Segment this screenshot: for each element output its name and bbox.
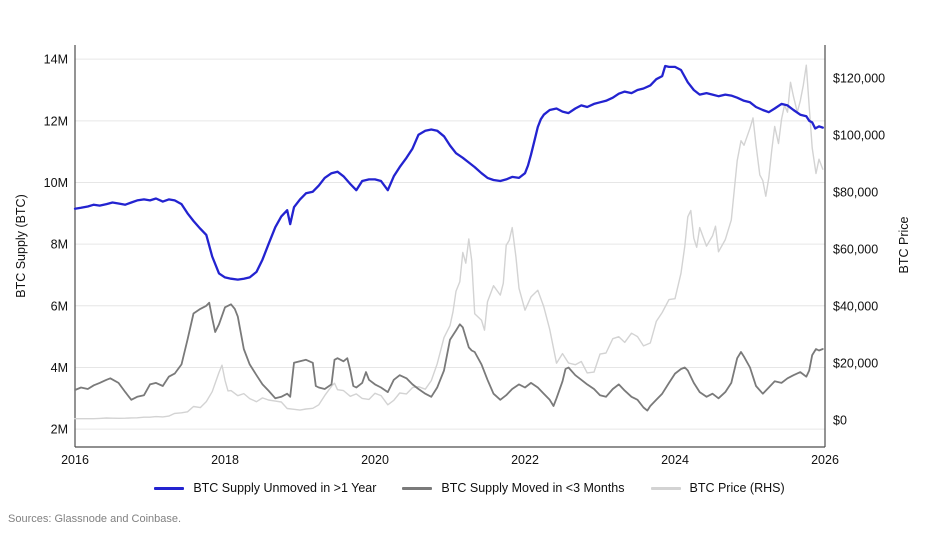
- left-axis-tick-label: 12M: [44, 114, 68, 128]
- legend-label-moved-supply: BTC Supply Moved in <3 Months: [441, 481, 625, 495]
- x-axis-tick-label: 2024: [661, 453, 689, 467]
- series-line-btc-price: [74, 64, 824, 420]
- right-axis-tick-label: $0: [833, 413, 847, 427]
- x-axis-tick-label: 2022: [511, 453, 539, 467]
- legend-item-unmoved-supply: BTC Supply Unmoved in >1 Year: [154, 481, 376, 495]
- legend: BTC Supply Unmoved in >1 Year BTC Supply…: [0, 481, 939, 495]
- x-axis-tick-label: 2020: [361, 453, 389, 467]
- right-axis-tick-label: $100,000: [833, 129, 885, 143]
- right-axis-tick-label: $80,000: [833, 186, 878, 200]
- right-axis-tick-label: $60,000: [833, 242, 878, 256]
- left-axis-tick-label: 6M: [51, 299, 68, 313]
- left-axis-tick-label: 2M: [51, 423, 68, 437]
- right-axis-tick-label: $40,000: [833, 299, 878, 313]
- right-axis-title: BTC Price: [897, 216, 911, 274]
- legend-item-btc-price: BTC Price (RHS): [650, 481, 785, 495]
- x-axis-tick-label: 2016: [61, 453, 89, 467]
- legend-label-btc-price: BTC Price (RHS): [689, 481, 785, 495]
- source-note: Sources: Glassnode and Coinbase.: [8, 513, 182, 525]
- legend-item-moved-supply: BTC Supply Moved in <3 Months: [402, 481, 625, 495]
- right-axis-tick-label: $120,000: [833, 72, 885, 86]
- series-line-supply-moved-3mo: [74, 301, 824, 412]
- series-line-supply-unmoved-1yr: [73, 64, 824, 281]
- light-gray-line-swatch-icon: [650, 486, 681, 490]
- left-axis-tick-label: 4M: [51, 361, 68, 375]
- x-axis-tick-label: 2026: [811, 453, 839, 467]
- right-axis-tick-label: $20,000: [833, 356, 878, 370]
- left-axis-tick-label: 10M: [44, 176, 68, 190]
- legend-label-unmoved-supply: BTC Supply Unmoved in >1 Year: [193, 481, 377, 495]
- gray-line-swatch-icon: [402, 486, 433, 490]
- blue-line-swatch-icon: [154, 486, 185, 490]
- x-axis-tick-label: 2018: [211, 453, 239, 467]
- left-axis-tick-label: 14M: [44, 53, 68, 67]
- left-axis-tick-label: 8M: [51, 238, 68, 252]
- left-axis-title: BTC Supply (BTC): [14, 194, 28, 298]
